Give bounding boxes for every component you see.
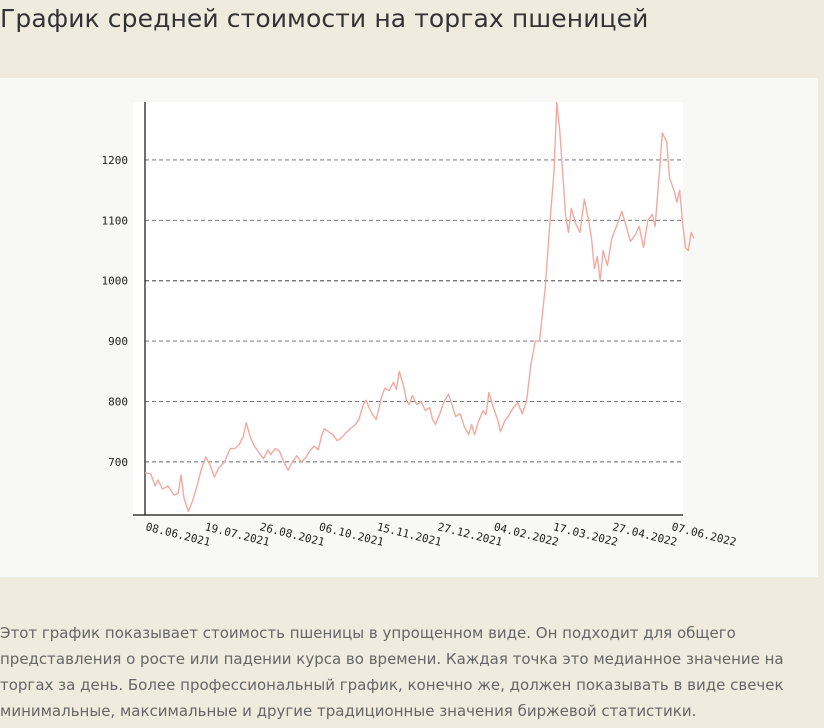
page-title: График средней стоимости на торгах пшени… — [0, 4, 649, 33]
y-tick-labels: 700 800 900 1000 1100 1200 — [102, 154, 129, 469]
x-tick-labels: 08.06.202119.07.202126.08.202106.10.2021… — [144, 520, 737, 549]
y-tick-label: 1200 — [102, 154, 129, 167]
x-tick-label: 15.11.2021 — [375, 520, 442, 549]
series — [144, 101, 695, 513]
x-tick-label: 06.10.2021 — [318, 520, 385, 549]
y-tick-label: 900 — [108, 335, 128, 348]
y-tick-label: 700 — [108, 456, 128, 469]
grid-lines — [145, 159, 683, 463]
series-line-0 — [144, 101, 695, 513]
y-tick-label: 1100 — [102, 214, 129, 227]
x-tick-label: 27.12.2021 — [436, 520, 503, 549]
plot-area — [133, 102, 683, 515]
chart-panel: 700 800 900 1000 1100 1200 08.06.2021 19.07.20… — [0, 78, 818, 577]
x-tick-label: 17.03.2022 — [552, 520, 619, 549]
x-tick-label: 08.06.2021 — [144, 520, 211, 549]
axes — [133, 102, 683, 516]
y-tick-label: 1000 — [102, 275, 129, 288]
chart-description: Этот график показывает стоимость пшеницы… — [0, 624, 784, 720]
y-tick-label: 800 — [108, 395, 128, 408]
x-tick-label: 04.02.2022 — [493, 520, 560, 549]
x-tick-label: 27.04.2022 — [611, 520, 678, 549]
x-tick-label: 07.06.2022 — [670, 520, 737, 549]
price-chart: 700 800 900 1000 1100 1200 08.06.202119.07.20… — [102, 101, 738, 549]
